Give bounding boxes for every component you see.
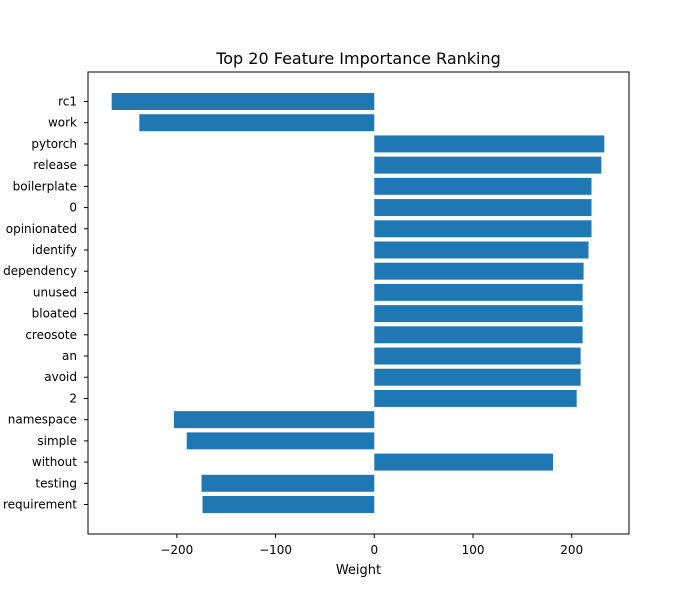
y-tick-label: namespace <box>8 413 77 427</box>
bar-rc1 <box>111 93 375 110</box>
chart-title: Top 20 Feature Importance Ranking <box>215 49 501 68</box>
bar-simple <box>186 432 375 450</box>
x-tick-label: 100 <box>462 543 485 557</box>
y-tick-label: avoid <box>44 370 77 384</box>
y-tick-label: unused <box>33 285 77 299</box>
bar-without <box>374 453 553 471</box>
y-tick-label: an <box>62 349 77 363</box>
y-tick-label: work <box>48 116 77 130</box>
y-axis: rc1 work pytorch release boilerplate 0 opinion… <box>3 95 88 512</box>
y-tick-label: release <box>33 158 77 172</box>
y-tick-label: 0 <box>69 201 77 215</box>
x-tick-label: −100 <box>259 543 292 557</box>
x-tick-label: −200 <box>160 543 193 557</box>
bar-namespace <box>173 411 375 429</box>
y-tick-label: testing <box>35 476 77 490</box>
bar-opinionated <box>374 220 592 238</box>
bar-identify <box>374 241 589 259</box>
x-tick-label: 200 <box>560 543 583 557</box>
bar-pytorch <box>374 135 605 153</box>
bar-release <box>374 156 602 174</box>
x-axis-label: Weight <box>336 563 381 578</box>
y-tick-label: opinionated <box>6 222 77 236</box>
bar-boilerplate <box>374 177 592 195</box>
bar-unused <box>374 283 583 301</box>
y-tick-label: identify <box>32 243 77 257</box>
bar-an <box>374 347 581 365</box>
y-tick-label: creosote <box>25 328 77 342</box>
y-tick-label: pytorch <box>31 137 77 151</box>
x-axis: −200 −100 0 100 200 <box>160 534 583 557</box>
bar-2 <box>374 389 577 407</box>
bar-dependency <box>374 262 584 280</box>
bar-avoid <box>374 368 581 386</box>
bar-requirement <box>202 496 375 513</box>
bar-bloated <box>374 305 583 323</box>
y-tick-label: 2 <box>69 391 77 405</box>
bar-0 <box>374 199 592 217</box>
y-tick-label: bloated <box>32 307 77 321</box>
plot-frame <box>87 71 630 535</box>
y-tick-label: rc1 <box>58 95 77 109</box>
y-tick-label: dependency <box>3 264 77 278</box>
bar-creosote <box>374 326 583 344</box>
bar-testing <box>201 474 375 492</box>
y-tick-label: requirement <box>3 498 77 512</box>
x-tick-label: 0 <box>370 543 378 557</box>
y-tick-label: boilerplate <box>13 179 77 193</box>
y-tick-label: without <box>32 455 77 469</box>
bar-work <box>139 114 375 132</box>
bars-group <box>111 93 605 513</box>
y-tick-label: simple <box>37 434 77 448</box>
